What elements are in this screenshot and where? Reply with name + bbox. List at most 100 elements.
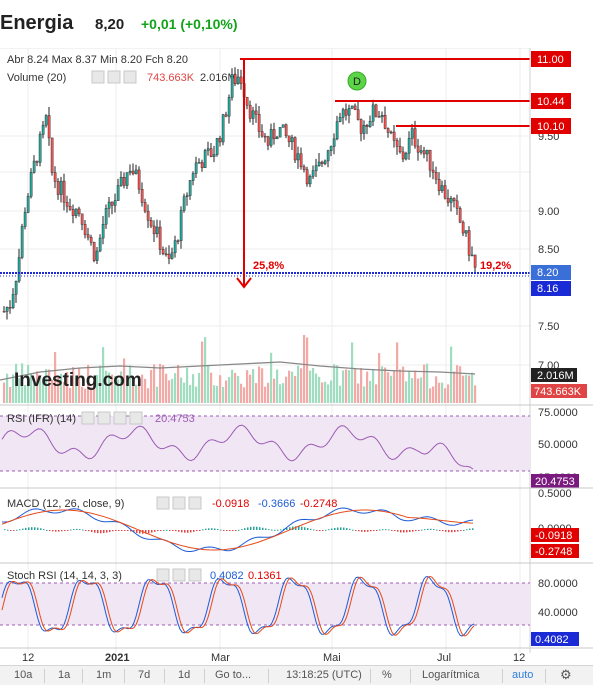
volume-bar (261, 368, 264, 403)
candle-body (269, 129, 273, 146)
candle-body (329, 146, 333, 151)
candle-body (23, 212, 27, 227)
candle-body (185, 195, 189, 197)
last-price: 8,20 (95, 16, 125, 33)
period-1d-button[interactable]: 1d (178, 669, 191, 681)
volume-bar (93, 381, 96, 403)
volume-bar (21, 363, 24, 403)
volume-bar (159, 363, 162, 403)
auto-scale-button[interactable]: auto (512, 669, 534, 681)
settings-gear-icon[interactable]: ⚙ (560, 667, 572, 682)
candle-body (38, 134, 42, 163)
macd-histogram-bar (445, 530, 447, 532)
log-scale-button[interactable]: Logarítmica (422, 669, 480, 681)
macd-histogram-bar (214, 528, 216, 530)
macd-histogram-bar (373, 530, 375, 531)
macd-settings-icons[interactable] (156, 496, 202, 510)
period-10a-button[interactable]: 10a (14, 669, 33, 681)
macd-histogram-bar (157, 530, 159, 532)
volume-bar (156, 386, 159, 403)
macd-histogram-bar (10, 530, 12, 531)
macd-histogram-bar (232, 530, 234, 531)
macd-histogram-bar (106, 530, 108, 533)
candle-body (326, 150, 330, 162)
goto-button[interactable]: Go to... (215, 669, 252, 681)
candle-body (65, 202, 69, 207)
dividend-badge[interactable] (347, 71, 367, 91)
candle-body (332, 138, 336, 147)
volume-bar (138, 380, 141, 403)
macd-histogram-bar (58, 530, 60, 532)
volume-bar (372, 369, 375, 403)
volume-bar (192, 374, 195, 403)
volume-bar (27, 364, 30, 403)
candle-body (464, 230, 468, 234)
macd-histogram-bar (337, 527, 339, 530)
candle-body (413, 128, 417, 147)
volume-bar (243, 387, 246, 403)
clock-readout: 13:18:25 (UTC) (286, 669, 362, 681)
volume-bar (450, 346, 453, 403)
price-change: +0,01 (+0,10%) (141, 16, 238, 32)
volume-bar (381, 366, 384, 403)
candle-body (296, 153, 300, 161)
macd-histogram-bar (385, 529, 387, 531)
stoch-settings-icons[interactable] (156, 568, 202, 582)
candle-body (104, 208, 108, 225)
macd-histogram-bar (412, 530, 414, 532)
macd-histogram-bar (289, 527, 291, 530)
macd-histogram-bar (16, 529, 18, 531)
period-1a-button[interactable]: 1a (58, 669, 71, 681)
macd-histogram-bar (250, 526, 252, 530)
volume-bar (297, 365, 300, 403)
macd-histogram-bar (406, 530, 408, 533)
macd-histogram-bar (229, 530, 231, 531)
volume-bar (291, 371, 294, 403)
macd-histogram-bar (247, 527, 249, 530)
macd-histogram-bar (409, 530, 411, 532)
time-axis-label: Jul (437, 652, 451, 664)
rsi-settings-icons[interactable] (81, 411, 143, 425)
macd-histogram-bar (7, 529, 9, 531)
macd-histogram-bar (295, 526, 297, 530)
candle-body (92, 242, 96, 261)
macd-histogram-bar (259, 527, 261, 530)
period-7d-button[interactable]: 7d (138, 669, 151, 681)
candle-body (131, 170, 135, 174)
volume-bar (300, 368, 303, 403)
percent-scale-button[interactable]: % (382, 669, 392, 681)
candle-body (212, 154, 216, 157)
macd-histogram-bar (64, 530, 66, 531)
volume-average-line (0, 361, 476, 381)
macd-histogram-bar (88, 530, 90, 532)
macd-histogram-bar (388, 529, 390, 531)
candle-body (2, 311, 6, 313)
stoch-current-tag: 0.4082 (535, 634, 569, 646)
volume-bar (75, 376, 78, 403)
volume-bar (387, 372, 390, 403)
macd-histogram-bar (151, 530, 153, 533)
volume-bar (168, 380, 171, 403)
volume-bar (63, 382, 66, 403)
macd-histogram-bar (400, 530, 402, 533)
volume-bar (45, 369, 48, 403)
macd-histogram-bar (265, 528, 267, 530)
macd-histogram-bar (325, 529, 327, 531)
symbol-title: Energia (0, 12, 74, 34)
macd-histogram-bar (133, 530, 135, 533)
macd-histogram-bar (382, 529, 384, 531)
price-chart[interactable]: Abr 8.24 Max 8.37 Min 8.20 Fch 8.20 Volu… (0, 47, 593, 685)
candle-body (101, 224, 105, 239)
period-1m-button[interactable]: 1m (96, 669, 112, 681)
price-tag-1044: 10.44 (537, 96, 565, 108)
volume-settings-icons[interactable] (91, 70, 137, 84)
volume-bar (282, 383, 285, 403)
candle-body (272, 129, 276, 140)
candle-body (203, 150, 207, 168)
macd-histogram-bar (451, 530, 453, 533)
price-axis-label: 8.50 (538, 244, 559, 256)
candle-body (146, 210, 150, 221)
candle-body (374, 104, 378, 117)
candle-body (71, 209, 75, 216)
volume-bar (213, 385, 216, 403)
